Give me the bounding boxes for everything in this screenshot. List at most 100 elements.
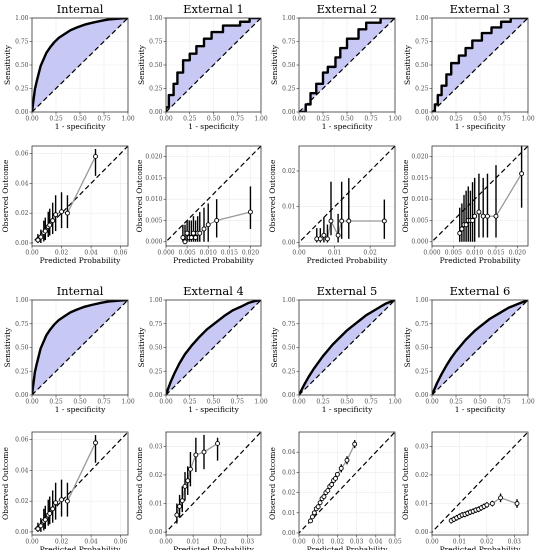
y-axis-label: Sensitivity xyxy=(403,327,412,368)
y-axis-label: Observed Outcome xyxy=(135,159,144,233)
data-point xyxy=(334,471,340,477)
data-point xyxy=(247,209,253,215)
x-tick-label: 0.02 xyxy=(331,539,345,546)
panel-11: 0.00 0.25 0.50 0.75 1.00 0.00 0.25 0.50 0.75 1.00… xyxy=(270,284,402,414)
x-tick-label: 0.010 xyxy=(200,250,217,257)
panel-2: 0.00 0.25 0.50 0.75 1.00 0.00 0.25 0.50 0.75 1.00… xyxy=(137,2,268,131)
data-point xyxy=(480,213,486,219)
data-point xyxy=(317,236,323,242)
y-tick-label: 0.015 xyxy=(411,175,428,182)
y-tick-label: 0.75 xyxy=(149,39,163,46)
x-tick-label: 0.00 xyxy=(425,399,439,406)
plot-area xyxy=(432,432,528,535)
data-point xyxy=(42,228,48,234)
x-tick-label: 0.04 xyxy=(84,539,98,546)
data-point xyxy=(38,523,44,529)
y-tick-label: 0.03 xyxy=(415,443,429,450)
plot-area xyxy=(299,432,395,535)
data-point xyxy=(498,495,504,501)
x-axis-label: 1 - specificity xyxy=(188,122,239,131)
data-point xyxy=(53,212,59,218)
plot-content xyxy=(432,300,528,395)
y-tick-label: 0.020 xyxy=(145,154,162,161)
x-tick-label: 1.00 xyxy=(121,116,135,123)
x-tick-label: 0.25 xyxy=(49,399,63,406)
data-point xyxy=(311,510,317,516)
panel-title: Internal xyxy=(57,2,104,16)
x-tick-label: 0.03 xyxy=(350,539,364,546)
y-tick-label: 0.00 xyxy=(415,392,429,399)
data-point xyxy=(182,483,188,489)
x-tick-label: 0.010 xyxy=(466,250,483,257)
data-point xyxy=(324,236,330,242)
x-tick-label: 0.020 xyxy=(509,250,526,257)
y-tick-label: 0.04 xyxy=(15,180,29,187)
x-tick-label: 0.00 xyxy=(25,399,39,406)
data-point xyxy=(315,504,321,510)
data-point xyxy=(317,500,323,506)
data-point xyxy=(184,230,190,236)
data-point xyxy=(333,476,338,481)
data-point xyxy=(193,235,199,240)
data-point xyxy=(215,440,221,446)
data-point xyxy=(205,222,211,228)
y-tick-label: 0.02 xyxy=(15,210,29,217)
data-point xyxy=(338,465,344,471)
x-tick-label: 0.005 xyxy=(445,250,462,257)
panel-title: Internal xyxy=(57,284,104,298)
y-tick-label: 0.02 xyxy=(415,472,429,479)
y-axis-label: Sensitivity xyxy=(270,44,279,85)
y-tick-label: 0.03 xyxy=(282,469,296,476)
y-tick-label: 0.50 xyxy=(282,62,296,69)
data-point xyxy=(457,230,463,236)
data-point xyxy=(493,213,499,219)
y-tick-label: 0.01 xyxy=(149,501,162,508)
panel-9: 0.00 0.25 0.50 0.75 1.00 0.00 0.25 0.50 0.75 1.00… xyxy=(3,284,135,414)
diagonal-reference-line xyxy=(32,300,128,395)
x-tick-label: 0.25 xyxy=(449,399,463,406)
x-tick-label: 0.75 xyxy=(497,116,511,123)
data-point xyxy=(201,226,207,232)
x-tick-label: 1.00 xyxy=(254,116,268,123)
y-axis-label: Observed Outcome xyxy=(401,159,410,233)
data-point xyxy=(321,494,327,500)
x-tick-label: 1.00 xyxy=(254,399,268,406)
data-point xyxy=(519,171,525,177)
data-point xyxy=(190,230,196,236)
x-tick-label: 0.75 xyxy=(231,116,245,123)
data-point xyxy=(64,498,70,504)
y-tick-label: 0.02 xyxy=(282,490,296,497)
x-tick-label: 0.25 xyxy=(316,399,330,406)
x-tick-label: 0.50 xyxy=(207,116,221,123)
panel-border xyxy=(298,145,396,247)
x-tick-label: 0.00 xyxy=(292,399,306,406)
y-axis-label: Observed Outcome xyxy=(268,159,277,233)
y-tick-label: 0.75 xyxy=(415,321,429,328)
y-tick-label: 0.75 xyxy=(149,321,163,328)
y-tick-label: 0.25 xyxy=(149,86,163,93)
x-tick-label: 0.015 xyxy=(221,250,238,257)
data-point xyxy=(308,518,313,524)
plot-content xyxy=(432,432,528,534)
data-point xyxy=(344,457,350,463)
plot-content xyxy=(432,146,528,243)
y-axis-label: Sensitivity xyxy=(137,44,146,85)
y-tick-label: 0.00 xyxy=(149,109,163,116)
y-tick-label: 0.01 xyxy=(282,510,295,517)
roc-curve xyxy=(32,18,128,112)
x-tick-label: 0.01 xyxy=(453,539,466,546)
data-point xyxy=(182,239,188,245)
x-axis-label: 1 - specificity xyxy=(188,405,239,414)
x-tick-label: 0.020 xyxy=(242,250,259,257)
y-tick-label: 0.015 xyxy=(145,175,162,182)
y-tick-label: 0.02 xyxy=(282,168,296,175)
plot-area xyxy=(432,146,528,246)
y-tick-label: 0.50 xyxy=(149,345,163,352)
panel-1: 0.00 0.25 0.50 0.75 1.00 0.00 0.25 0.50 0.75 1.00… xyxy=(3,2,135,131)
x-axis-label: Predicted Probability xyxy=(40,545,122,550)
data-point xyxy=(309,514,315,520)
data-point xyxy=(346,218,352,224)
diagonal-reference-line xyxy=(32,18,128,112)
panel-14: 0.00 0.01 0.02 0.030.000.010.020.03Predicte… xyxy=(135,431,262,550)
